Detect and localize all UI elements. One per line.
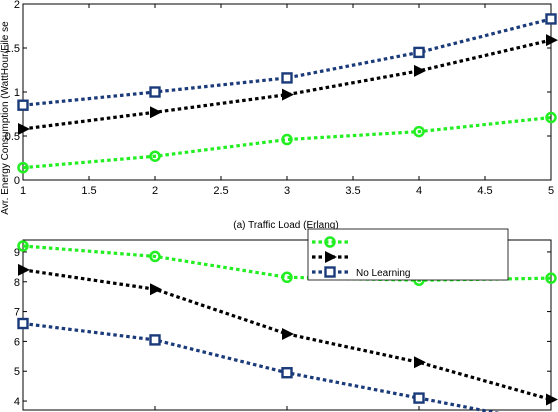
top-x-tick-label: 1.5 <box>81 185 96 197</box>
bottom-y-tick-label: 6 <box>14 336 20 348</box>
top-x-tick-label: 4.5 <box>477 185 492 197</box>
top-series-2-point <box>17 99 29 111</box>
top-series-1-line <box>22 38 552 131</box>
bottom-y-tick-label: 7 <box>14 307 20 319</box>
top-series-1-point <box>282 88 294 101</box>
bottom-y-tick-label: 9 <box>14 247 20 259</box>
top-series-2-line <box>22 17 552 107</box>
legend-marker-1 <box>325 251 337 263</box>
top-chart: 0 0.5 1 1.5 2 1 1.5 2 2.5 3 3.5 4 4.5 5 <box>5 0 558 197</box>
top-x-axis-label: (a) Traffic Load (Erlang) <box>233 220 338 231</box>
top-series-0-line <box>22 115 552 170</box>
top-series-1-point <box>18 122 30 135</box>
legend-marker-0 <box>324 236 336 248</box>
top-y-tick-label: 0 <box>14 175 20 187</box>
top-y-tick-label: 0.5 <box>5 131 20 143</box>
top-x-tick-label: 3.5 <box>345 185 360 197</box>
legend-label-2: No Learning <box>356 268 410 279</box>
bottom-series-0-point <box>281 271 293 284</box>
top-x-tick-label: 2.5 <box>213 185 228 197</box>
top-y-axis-label: Avr. Energy Consumption (WattHour/File s… <box>0 21 11 215</box>
bottom-series-2-point <box>281 367 293 379</box>
bottom-series-2-point <box>149 334 161 346</box>
bottom-series-1-point <box>18 263 30 276</box>
top-x-tick-label: 2 <box>152 185 158 197</box>
top-series-2-point <box>281 72 293 84</box>
legend-marker-2 <box>324 266 336 278</box>
top-series-0-point <box>545 111 557 124</box>
bottom-series-1-point <box>546 393 558 406</box>
top-series-2-point <box>149 86 161 98</box>
top-series-0-point <box>281 133 293 146</box>
top-y-tick-label: 1.5 <box>5 43 20 55</box>
bottom-y-tick-label: 4 <box>14 396 20 408</box>
legend: No Learning <box>307 228 509 281</box>
top-x-tick-label: 3 <box>284 185 290 197</box>
bottom-series-1-point <box>414 356 426 369</box>
top-y-tick-label: 1 <box>14 87 20 99</box>
top-series-0-point <box>17 161 29 174</box>
bottom-series-0-point <box>149 250 161 263</box>
bottom-y-tick-label: 8 <box>14 277 20 289</box>
top-series-2-point <box>545 13 557 25</box>
bottom-series-0-point <box>545 272 557 284</box>
bottom-series-2-point <box>413 392 425 404</box>
top-x-tick-label: 5 <box>548 185 554 197</box>
top-x-tick-label: 4 <box>416 185 422 197</box>
top-x-tick-label: 1 <box>20 185 26 197</box>
bottom-series-1-point <box>282 327 294 340</box>
top-series-1-point <box>546 34 558 47</box>
top-series-2-point <box>413 46 425 59</box>
top-series-1-point <box>414 64 426 77</box>
top-series-1-point <box>150 106 162 119</box>
bottom-y-tick-label: 5 <box>14 366 20 378</box>
bottom-series-1-point <box>150 283 162 296</box>
top-series-0-point <box>149 150 161 162</box>
top-y-tick-label: 2 <box>14 0 20 11</box>
top-series-0-point <box>413 125 425 138</box>
bottom-series-2-point <box>17 317 29 330</box>
bottom-series-0-point <box>17 240 29 252</box>
